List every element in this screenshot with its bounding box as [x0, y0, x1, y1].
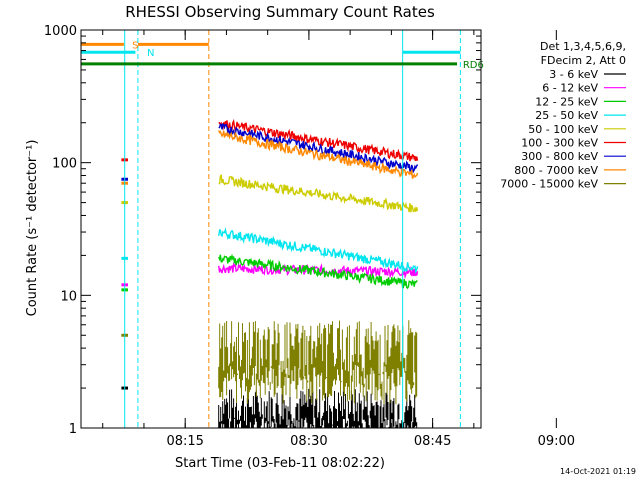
y-axis-label: Count Rate (s⁻¹ detector⁻¹) — [25, 140, 40, 317]
x-tick-label: 09:00 — [538, 434, 575, 449]
series-50-100-trace — [218, 173, 419, 213]
legend-item-label: 50 - 100 keV — [528, 123, 598, 136]
series-50-100-kev — [121, 173, 419, 213]
legend-item-label: 3 - 6 keV — [549, 68, 598, 81]
series-800-7000-trace — [218, 130, 419, 179]
flag-s-label: S — [132, 40, 138, 51]
plot-frame — [80, 29, 482, 429]
timestamp-footer: 14-Oct-2021 01:19 — [560, 467, 636, 476]
series-7000-15000-trace — [218, 320, 418, 405]
series-300-800-trace — [218, 122, 419, 174]
flag-n-label: N — [147, 48, 154, 59]
y-tick-label: 10 — [60, 289, 77, 304]
legend-item-label: 7000 - 15000 keV — [500, 178, 598, 191]
legend-item-label: 25 - 50 keV — [535, 109, 598, 122]
x-tick-label: 08:45 — [414, 434, 451, 449]
series-100-300-trace — [218, 118, 419, 162]
legend-item-label: 800 - 7000 keV — [514, 164, 598, 177]
chart-title: RHESSI Observing Summary Count Rates — [125, 3, 435, 21]
y-tick-label: 1000 — [44, 24, 77, 39]
x-tick-label: 08:30 — [290, 434, 327, 449]
series-12-25-trace — [218, 253, 418, 290]
x-tick-label: 08:15 — [166, 434, 203, 449]
series-3-6-kev — [121, 386, 418, 428]
legend-header-line-2: FDecim 2, Att 0 — [541, 54, 626, 67]
legend-item-label: 100 - 300 keV — [521, 137, 598, 150]
legend-item-label: 300 - 800 keV — [521, 150, 598, 163]
series-25-50-kev — [121, 227, 419, 275]
legend-header-line-1: Det 1,3,4,5,6,9, — [540, 40, 626, 53]
legend-item-label: 6 - 12 keV — [542, 82, 598, 95]
x-axis-label: Start Time (03-Feb-11 08:02:22) — [175, 456, 385, 471]
legend-item-label: 12 - 25 keV — [535, 95, 598, 108]
plot-area: SN RD6 — [81, 30, 484, 428]
flag-rd6-label: RD6 — [463, 60, 484, 71]
legend: Det 1,3,4,5,6,9,FDecim 2, Att 03 - 6 keV… — [500, 40, 626, 191]
series-25-50-trace — [218, 227, 419, 275]
y-tick-label: 100 — [52, 157, 77, 172]
y-tick-label: 1 — [69, 422, 77, 437]
